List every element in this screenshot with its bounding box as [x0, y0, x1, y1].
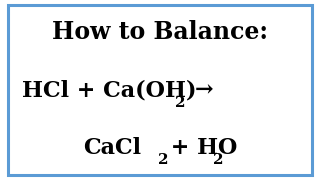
Text: →: →	[195, 79, 214, 101]
Text: + H: + H	[163, 137, 218, 159]
Text: O: O	[217, 137, 236, 159]
Text: 2: 2	[175, 96, 186, 110]
FancyBboxPatch shape	[8, 5, 312, 175]
Text: 2: 2	[213, 153, 223, 167]
Text: CaCl: CaCl	[83, 137, 141, 159]
Text: 2: 2	[158, 153, 169, 167]
Text: How to Balance:: How to Balance:	[52, 20, 268, 44]
Text: HCl + Ca(OH): HCl + Ca(OH)	[22, 79, 197, 101]
